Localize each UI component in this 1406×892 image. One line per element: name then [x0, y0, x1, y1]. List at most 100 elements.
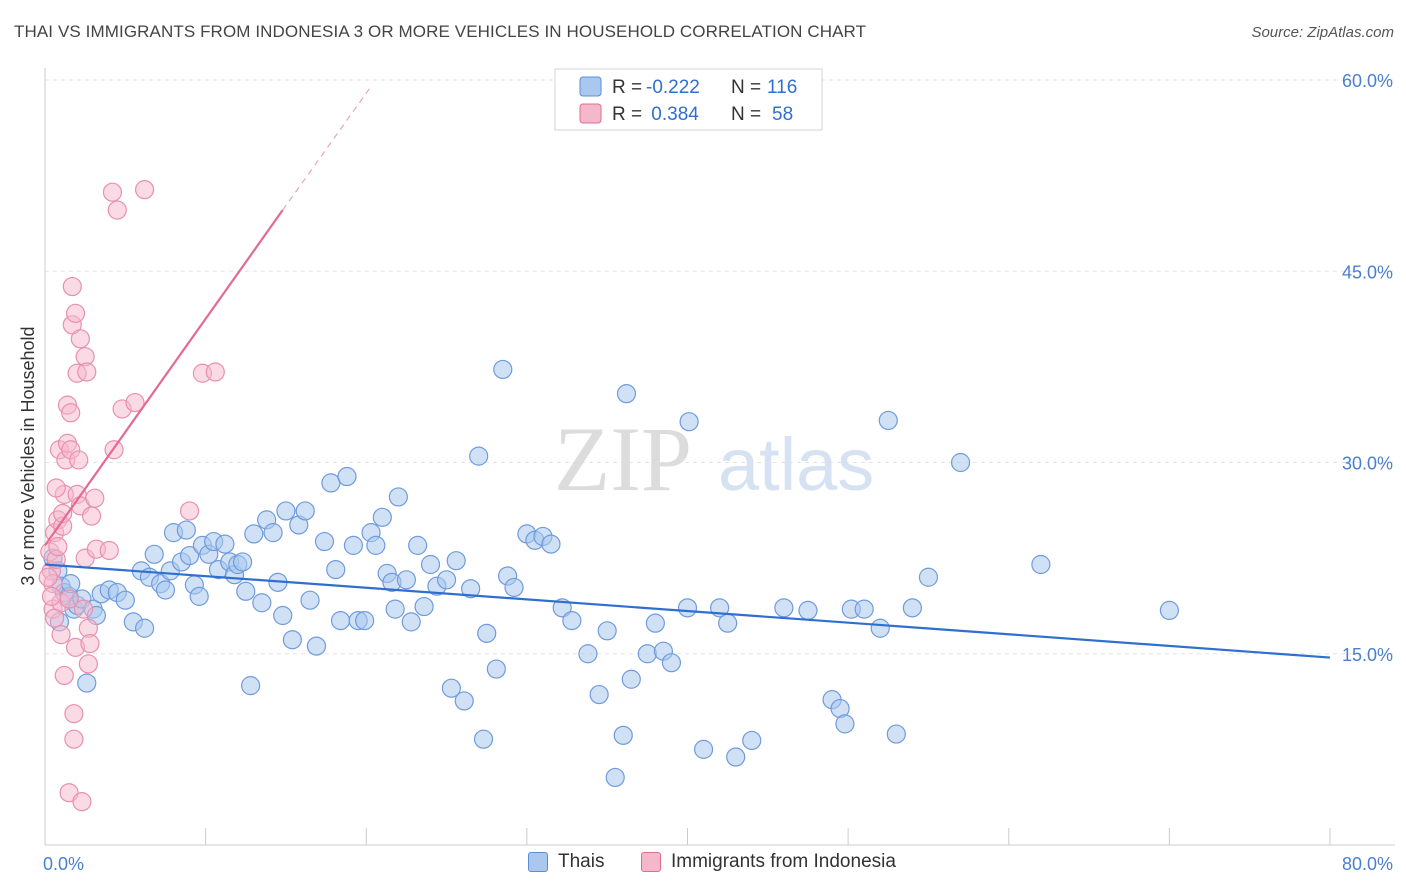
point-thais: [798, 600, 818, 621]
trend-lines: [44, 86, 1331, 659]
point-thais: [396, 570, 417, 590]
point-indonesia: [179, 501, 200, 521]
legend-item-indonesia[interactable]: Immigrants from Indonesia: [641, 851, 896, 873]
point-indonesia: [62, 276, 82, 297]
point-thais: [420, 554, 441, 575]
point-thais: [388, 487, 408, 507]
legend-label-indonesia: Immigrants from Indonesia: [671, 851, 896, 872]
x-tick-label-max: 80.0%: [1342, 854, 1393, 874]
point-indonesia: [51, 625, 71, 645]
point-thais: [244, 524, 264, 544]
point-thais: [276, 501, 296, 521]
point-indonesia: [107, 200, 127, 220]
point-thais: [886, 724, 906, 744]
point-thais: [401, 612, 421, 632]
point-thais: [878, 410, 898, 431]
point-thais: [469, 446, 489, 466]
point-indonesia: [80, 633, 100, 654]
point-thais: [486, 659, 506, 679]
point-thais: [236, 581, 256, 601]
point-indonesia: [72, 792, 92, 812]
point-thais: [337, 466, 357, 487]
legend-r-value-indonesia: 0.384: [646, 104, 699, 125]
point-thais: [578, 644, 598, 664]
source-credit: Source: ZipAtlas.com: [1251, 24, 1394, 41]
point-thais: [372, 507, 392, 527]
point-thais: [477, 623, 497, 643]
point-thais: [189, 586, 209, 606]
point-thais: [446, 551, 466, 571]
point-thais: [77, 673, 97, 693]
point-thais: [355, 610, 375, 631]
y-tick-label: 60.0%: [1342, 71, 1393, 91]
point-thais: [326, 559, 346, 580]
point-indonesia: [73, 599, 94, 619]
point-thais: [870, 618, 890, 638]
point-thais: [473, 729, 494, 749]
point-thais: [726, 747, 746, 767]
point-thais: [742, 730, 762, 751]
y-tick-label: 30.0%: [1342, 454, 1393, 474]
watermark-atlas: atlas: [718, 423, 874, 506]
point-thais: [252, 593, 272, 613]
point-thais: [330, 610, 351, 631]
point-indonesia: [48, 537, 68, 557]
point-indonesia: [46, 478, 66, 498]
point-thais: [414, 596, 434, 617]
point-indonesia: [85, 488, 105, 508]
point-thais: [179, 545, 200, 566]
chart-title: THAI VS IMMIGRANTS FROM INDONESIA 3 OR M…: [14, 22, 867, 41]
point-thais: [616, 384, 637, 404]
point-thais: [1159, 600, 1179, 621]
y-tick-label: 15.0%: [1342, 645, 1393, 665]
y-axis-title: 3 or more Vehicles in Household: [18, 326, 38, 585]
point-thais: [637, 644, 657, 664]
indonesia-points: [38, 180, 225, 812]
point-thais: [176, 520, 196, 540]
point-thais: [155, 580, 176, 600]
point-thais: [295, 501, 315, 521]
legend-swatch-indonesia: [579, 103, 602, 124]
trend-line-thais: [44, 563, 1331, 659]
point-thais: [679, 412, 699, 432]
legend-label-thais: Thais: [558, 851, 605, 872]
point-thais: [343, 535, 363, 555]
point-indonesia: [81, 506, 102, 526]
point-thais: [621, 669, 641, 689]
point-thais: [597, 621, 617, 641]
point-thais: [454, 691, 474, 711]
point-thais: [541, 534, 561, 554]
legend-swatch-indonesia-bottom: [641, 852, 661, 872]
point-thais: [314, 531, 335, 552]
point-thais: [134, 618, 155, 638]
point-indonesia: [69, 450, 89, 470]
point-thais: [918, 567, 939, 587]
thais-points: [43, 359, 1179, 788]
point-thais: [441, 678, 461, 698]
legend-item-thais[interactable]: Thais: [528, 851, 604, 873]
legend-r-label-indonesia: R =: [612, 104, 642, 125]
point-thais: [677, 598, 698, 618]
point-indonesia: [77, 362, 97, 382]
legend-n-label-indonesia: N =: [731, 104, 761, 125]
y-tick-label: 45.0%: [1342, 262, 1393, 282]
legend-n-value-thais: 116: [767, 77, 797, 98]
point-indonesia: [78, 654, 98, 674]
point-thais: [854, 599, 874, 619]
point-thais: [902, 598, 922, 618]
legend-n-value-indonesia: 58: [772, 104, 793, 125]
point-thais: [232, 552, 253, 572]
point-thais: [504, 577, 524, 598]
point-thais: [613, 725, 633, 745]
point-thais: [1031, 554, 1051, 575]
point-indonesia: [134, 180, 155, 200]
point-indonesia: [64, 729, 84, 749]
legend-n-label-thais: N =: [731, 77, 761, 98]
x-tick-label-min: 0.0%: [43, 854, 84, 874]
point-thais: [115, 590, 135, 610]
point-indonesia: [38, 567, 58, 587]
point-thais: [306, 636, 327, 656]
y-tick-labels: 15.0% 30.0% 45.0% 60.0%: [1342, 71, 1393, 665]
point-thais: [385, 599, 405, 619]
